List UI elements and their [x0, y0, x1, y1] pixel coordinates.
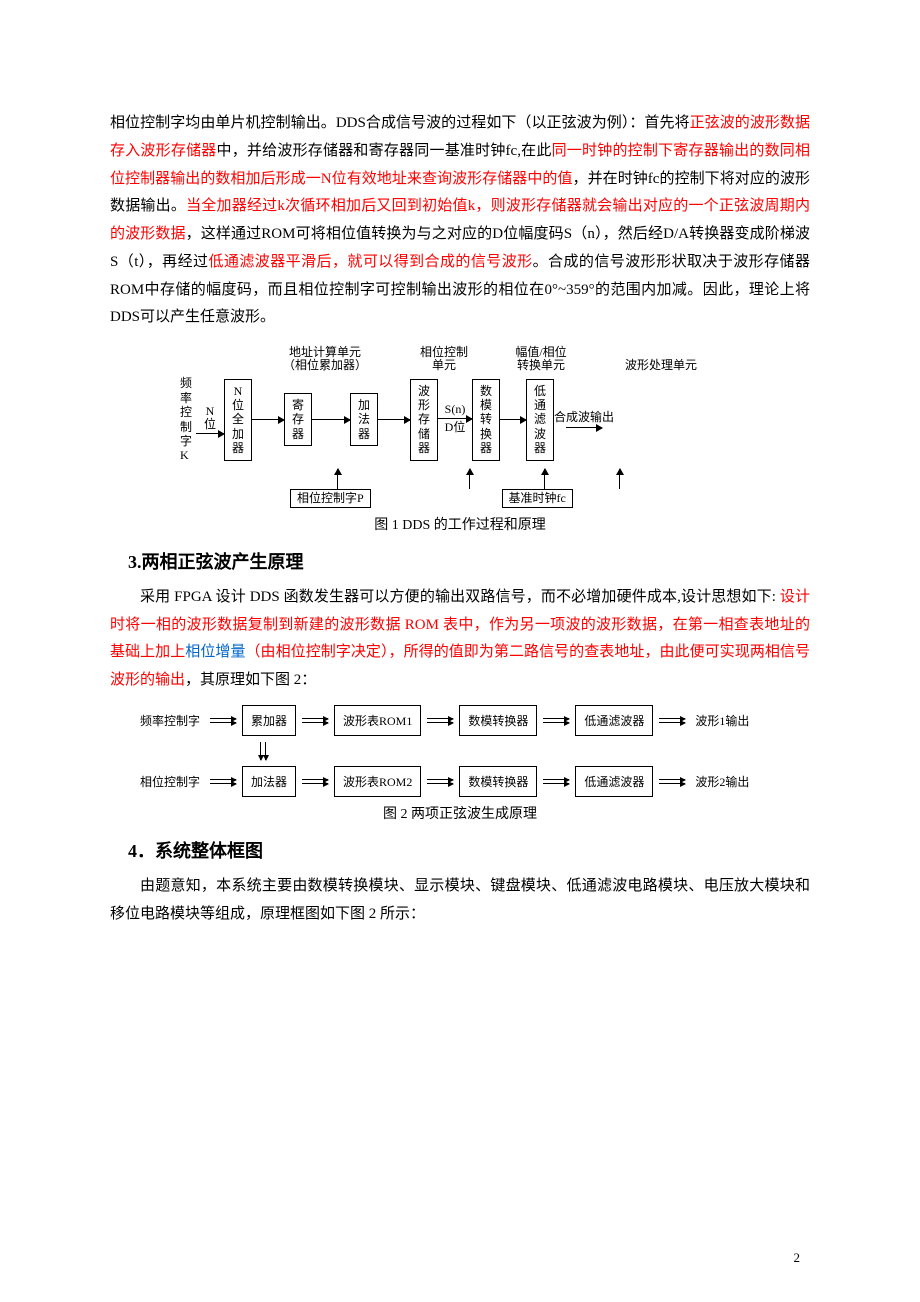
fig2-r2-box-2: 数模转换器	[459, 766, 537, 797]
fig1-arrow-2	[312, 419, 350, 420]
fig2-arrow	[302, 718, 328, 723]
p1-s1: 相位控制字均由单片机控制输出。DDS合成信号波的过程如下（以正弦波为例）：首先将	[110, 115, 690, 131]
fig1-base-clk-box: 基准时钟fc	[502, 489, 573, 508]
fig1-arrow-5	[500, 419, 526, 420]
fig2-downlink	[260, 742, 790, 760]
fig2-out-0: 波形1输出	[695, 712, 749, 729]
fig2-r2-box-3: 低通滤波器	[575, 766, 653, 797]
fig1-arrow-3	[378, 419, 410, 420]
fig2-left-label-1: 相位控制字	[130, 773, 204, 790]
fig2-arrow	[210, 779, 236, 784]
fig2-arrow	[302, 779, 328, 784]
fig2-r2-box-0: 加法器	[242, 766, 296, 797]
fig1-box-5: 低 通 滤 波 器	[526, 379, 554, 461]
sec3-s1: 采用 FPGA 设计 DDS 函数发生器可以方便的输出双路信号，而不必增加硬件成…	[140, 589, 780, 605]
fig1-box-4: 数 模 转 换 器	[472, 379, 500, 461]
fig2-row-1: 频率控制字 累加器 波形表ROM1 数模转换器 低通滤波器 波形1输出	[130, 705, 790, 736]
fig1-left-label: 频 率 控 制 字 K	[180, 376, 192, 462]
fig1-phase-ctrl-box: 相位控制字P	[290, 489, 371, 508]
fig1-toplabel-1: 相位控制 单元	[412, 346, 476, 372]
fig2-r1-box-0: 累加器	[242, 705, 296, 736]
fig1-arrow-1	[252, 419, 284, 420]
section-4-heading: 4．系统整体框图	[128, 837, 810, 863]
fig2-arrow	[659, 779, 685, 784]
fig2-r1-box-1: 波形表ROM1	[334, 705, 421, 736]
fig1-bottom-row: 相位控制字P 基准时钟fc	[180, 469, 740, 508]
fig2-arrow	[210, 718, 236, 723]
fig1-box-3: 波 形 存 储 器	[410, 379, 438, 461]
fig1-box-0: N 位 全 加 器	[224, 379, 252, 461]
p1-s2: 中，并给波形存储器和寄存器同一基准时钟fc,在此	[217, 143, 552, 159]
fig1-arrow-n-label: N 位	[204, 405, 216, 431]
fig1-mid-row: 频 率 控 制 字 K N 位 N 位 全 加 器 寄 存 器 加 法 器 波 …	[180, 376, 740, 462]
fig1-box-2: 加 法 器	[350, 393, 378, 446]
fig2-out-1: 波形2输出	[695, 773, 749, 790]
page-number: 2	[794, 1250, 801, 1266]
fig1-out-label: 合成波输出	[554, 411, 614, 424]
fig1-dbit-label: D位	[445, 421, 466, 434]
fig1-box-1: 寄 存 器	[284, 393, 312, 446]
fig1-arrow-out: 合成波输出	[554, 411, 614, 427]
fig2-r1-box-2: 数模转换器	[459, 705, 537, 736]
figure-1: 地址计算单元 （相位累加器） 相位控制 单元 幅值/相位 转换单元 波形处理单元…	[180, 346, 740, 508]
sec3-b1: 相位增量	[185, 644, 245, 660]
figure-2: 频率控制字 累加器 波形表ROM1 数模转换器 低通滤波器 波形1输出 相位控制…	[130, 705, 790, 797]
section-3-para: 采用 FPGA 设计 DDS 函数发生器可以方便的输出双路信号，而不必增加硬件成…	[110, 584, 810, 695]
fig2-arrow	[543, 779, 569, 784]
fig1-base-clk: 基准时钟fc	[455, 469, 620, 508]
fig1-toplabel-3: 波形处理单元	[606, 359, 716, 372]
fig1-caption: 图 1 DDS 的工作过程和原理	[110, 514, 810, 534]
fig2-caption: 图 2 两项正弦波生成原理	[110, 803, 810, 823]
fig2-arrow	[543, 718, 569, 723]
fig1-arrow-n: N 位	[196, 405, 224, 434]
fig2-arrow	[427, 779, 453, 784]
fig1-toplabel-2: 幅值/相位 转换单元	[508, 346, 574, 372]
fig1-phase-ctrl: 相位控制字P	[290, 469, 371, 508]
fig2-arrow	[427, 718, 453, 723]
sec3-s2: ，其原理如下图 2：	[185, 672, 316, 688]
section-4-para: 由题意知，本系统主要由数模转换模块、显示模块、键盘模块、低通滤波电路模块、电压放…	[110, 873, 810, 929]
fig2-row-2: 相位控制字 加法器 波形表ROM2 数模转换器 低通滤波器 波形2输出	[130, 766, 790, 797]
page: 相位控制字均由单片机控制输出。DDS合成信号波的过程如下（以正弦波为例）：首先将…	[0, 0, 920, 1302]
section-3-heading: 3.两相正弦波产生原理	[128, 548, 810, 574]
fig1-arrow-4: S(n) D位	[438, 403, 472, 436]
fig1-sn-label: S(n)	[445, 403, 466, 416]
fig2-arrow	[659, 718, 685, 723]
fig2-r2-box-1: 波形表ROM2	[334, 766, 421, 797]
fig1-toplabel-0: 地址计算单元 （相位累加器）	[270, 346, 380, 372]
fig2-r1-box-3: 低通滤波器	[575, 705, 653, 736]
fig2-left-label-0: 频率控制字	[130, 712, 204, 729]
p1-r4: 低通滤波器平滑后，就可以得到合成的信号波形	[208, 254, 532, 270]
fig1-top-labels: 地址计算单元 （相位累加器） 相位控制 单元 幅值/相位 转换单元 波形处理单元	[180, 346, 740, 372]
paragraph-1: 相位控制字均由单片机控制输出。DDS合成信号波的过程如下（以正弦波为例）：首先将…	[110, 110, 810, 332]
